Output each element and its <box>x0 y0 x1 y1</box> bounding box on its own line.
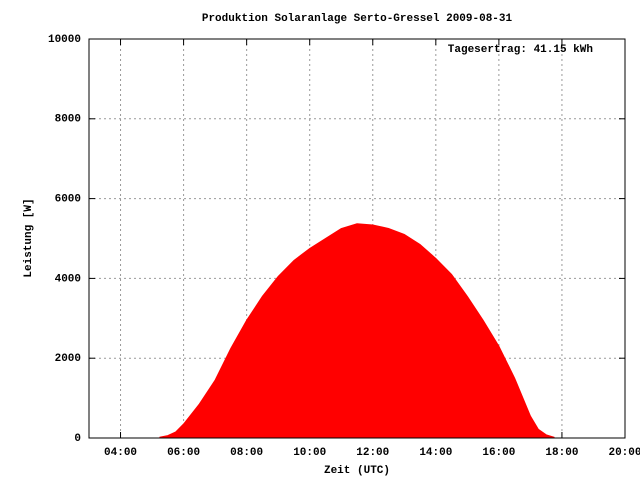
y-tick-label: 10000 <box>48 34 81 46</box>
x-tick-label: 14:00 <box>419 447 452 459</box>
plot-frame <box>88 38 626 439</box>
y-axis-label: Leistung [W] <box>23 198 35 277</box>
y-tick-label: 8000 <box>55 114 81 126</box>
y-tick-label: 2000 <box>55 353 81 365</box>
y-tick-label: 6000 <box>55 194 81 206</box>
annotation: Tagesertrag: 41.15 kWh <box>448 44 593 56</box>
y-tick-label: 0 <box>74 433 81 445</box>
x-tick-label: 10:00 <box>293 447 326 459</box>
x-tick-label: 04:00 <box>104 447 137 459</box>
x-tick-label: 16:00 <box>482 447 515 459</box>
x-axis-label: Zeit (UTC) <box>324 465 390 477</box>
x-tick-label: 06:00 <box>167 447 200 459</box>
y-tick-label: 4000 <box>55 273 81 285</box>
x-tick-label: 08:00 <box>230 447 263 459</box>
chart-title: Produktion Solaranlage Serto-Gressel 200… <box>202 13 513 25</box>
x-tick-label: 20:00 <box>608 447 640 459</box>
power-area <box>159 223 555 439</box>
x-tick-label: 18:00 <box>545 447 578 459</box>
x-tick-label: 12:00 <box>356 447 389 459</box>
